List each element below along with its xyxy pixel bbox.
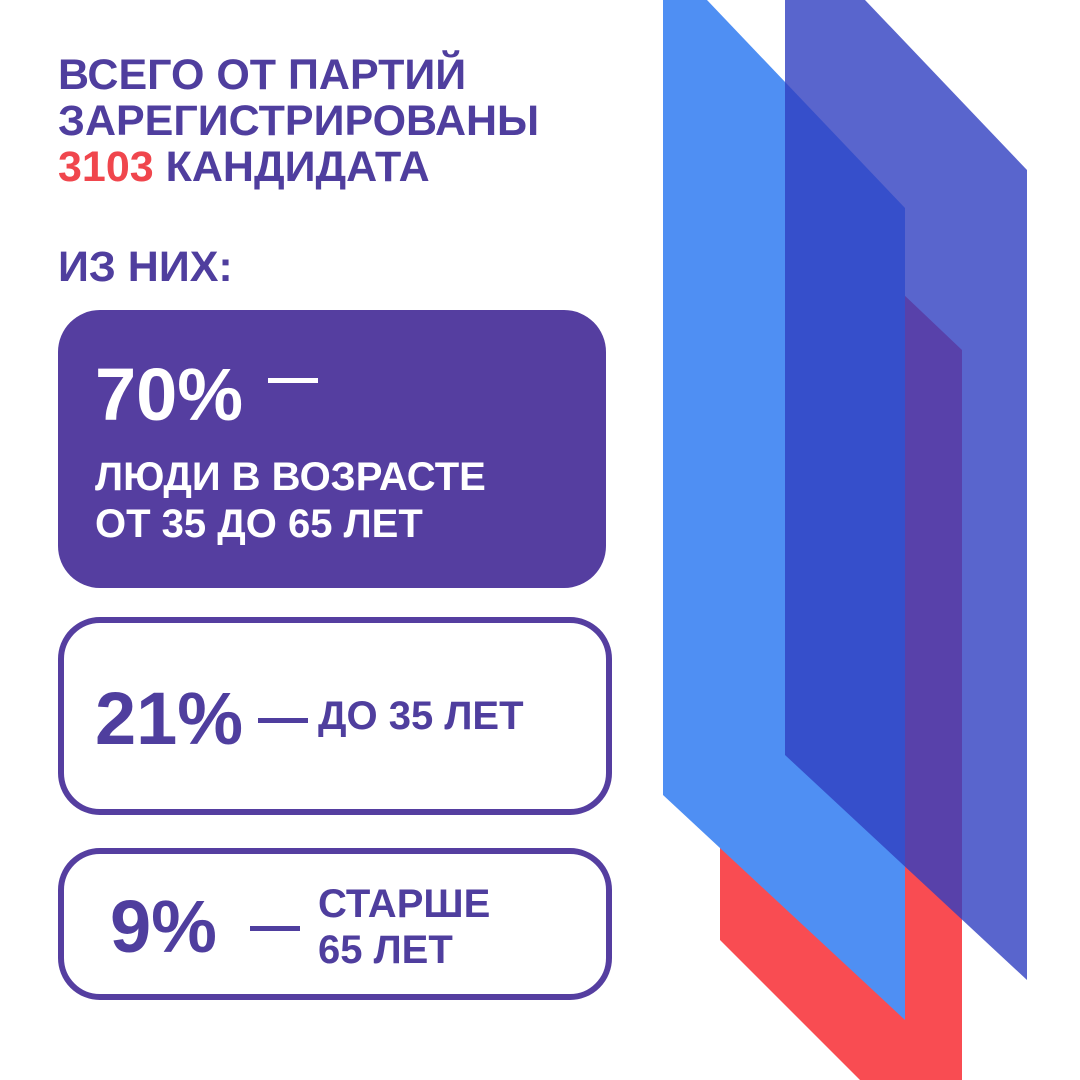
count: 3103 — [58, 143, 154, 191]
percent: 9% — [110, 885, 217, 968]
card-text: ДО 35 ЛЕТ — [318, 694, 524, 738]
dash: — — [268, 349, 318, 405]
card — [58, 310, 606, 588]
card-text: ЛЮДИ В ВОЗРАСТЕ — [95, 455, 486, 499]
card-text: СТАРШЕ — [318, 882, 491, 926]
dark-blue-stripe — [785, 0, 1027, 980]
subtitle: ИЗ НИХ: — [58, 243, 233, 291]
card-text: ОТ 35 ДО 65 ЛЕТ — [95, 502, 423, 546]
header-line: 3103 КАНДИДАТА — [58, 144, 430, 190]
header-line: ВСЕГО ОТ ПАРТИЙ — [58, 51, 467, 99]
card — [58, 617, 612, 815]
count-suffix: КАНДИДАТА — [165, 143, 430, 191]
dash: — — [258, 689, 308, 745]
card-text: 65 ЛЕТ — [318, 928, 453, 972]
percent: 21% — [95, 677, 244, 760]
percent: 70% — [95, 353, 244, 436]
dash: — — [250, 897, 300, 953]
card — [58, 848, 612, 1000]
header-line: ЗАРЕГИСТРИРОВАНЫ — [58, 97, 540, 145]
